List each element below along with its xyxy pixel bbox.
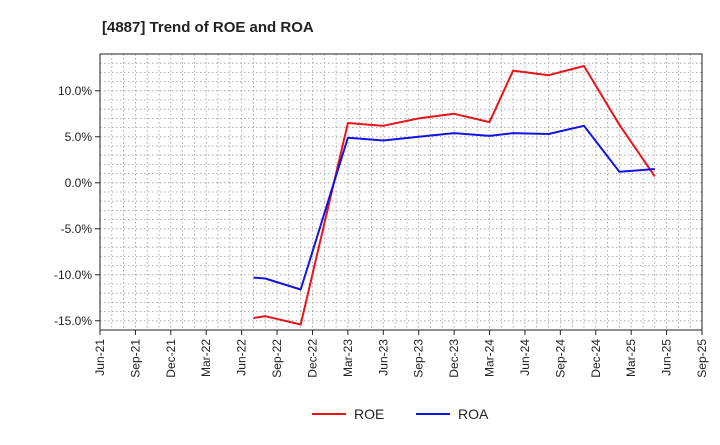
x-tick-label: Dec-22: [305, 339, 319, 378]
y-axis: 10.0% 5.0% 0.0% -5.0% -10.0% -15.0%: [54, 84, 100, 328]
x-tick-label: Jun-21: [93, 339, 107, 376]
x-tick-label: Jun-22: [235, 339, 249, 376]
legend-label-roa: ROA: [458, 406, 489, 422]
x-tick-label: Jun-25: [660, 339, 674, 376]
series-line-roe: [253, 65, 656, 326]
x-tick-label: Jun-23: [376, 339, 390, 376]
grid-layer: [100, 53, 702, 331]
y-tick-label: -15.0%: [54, 314, 92, 328]
legend-item-roa[interactable]: ROA: [416, 406, 489, 422]
y-tick-label: 0.0%: [65, 176, 93, 190]
x-tick-label: Mar-24: [483, 339, 497, 377]
x-tick-label: Mar-22: [199, 339, 213, 377]
series-layer: [253, 65, 656, 326]
legend-label-roe: ROE: [354, 406, 384, 422]
y-tick-label: -5.0%: [61, 222, 93, 236]
x-tick-label: Dec-21: [164, 339, 178, 378]
x-tick-label: Dec-23: [447, 339, 461, 378]
x-tick-label: Sep-23: [412, 339, 426, 378]
x-tick-label: Sep-25: [695, 339, 709, 378]
x-tick-label: Sep-24: [553, 339, 567, 378]
y-tick-label: 5.0%: [65, 130, 93, 144]
x-tick-label: Mar-25: [624, 339, 638, 377]
y-tick-label: -10.0%: [54, 268, 92, 282]
x-tick-label: Jun-24: [518, 339, 532, 376]
series-line-roa: [253, 124, 655, 291]
y-tick-label: 10.0%: [58, 84, 92, 98]
x-tick-label: Sep-22: [270, 339, 284, 378]
legend-item-roe[interactable]: ROE: [312, 406, 384, 422]
legend[interactable]: ROE ROA: [312, 406, 489, 422]
x-tick-label: Dec-24: [589, 339, 603, 378]
x-tick-label: Mar-23: [341, 339, 355, 377]
plot-border: [99, 53, 703, 331]
x-tick-label: Sep-21: [128, 339, 142, 378]
x-axis: Jun-21 Sep-21 Dec-21 Mar-22 Jun-22 Sep-22 Dec-…: [93, 330, 709, 378]
chart-title: [4887] Trend of ROE and ROA: [102, 19, 314, 36]
